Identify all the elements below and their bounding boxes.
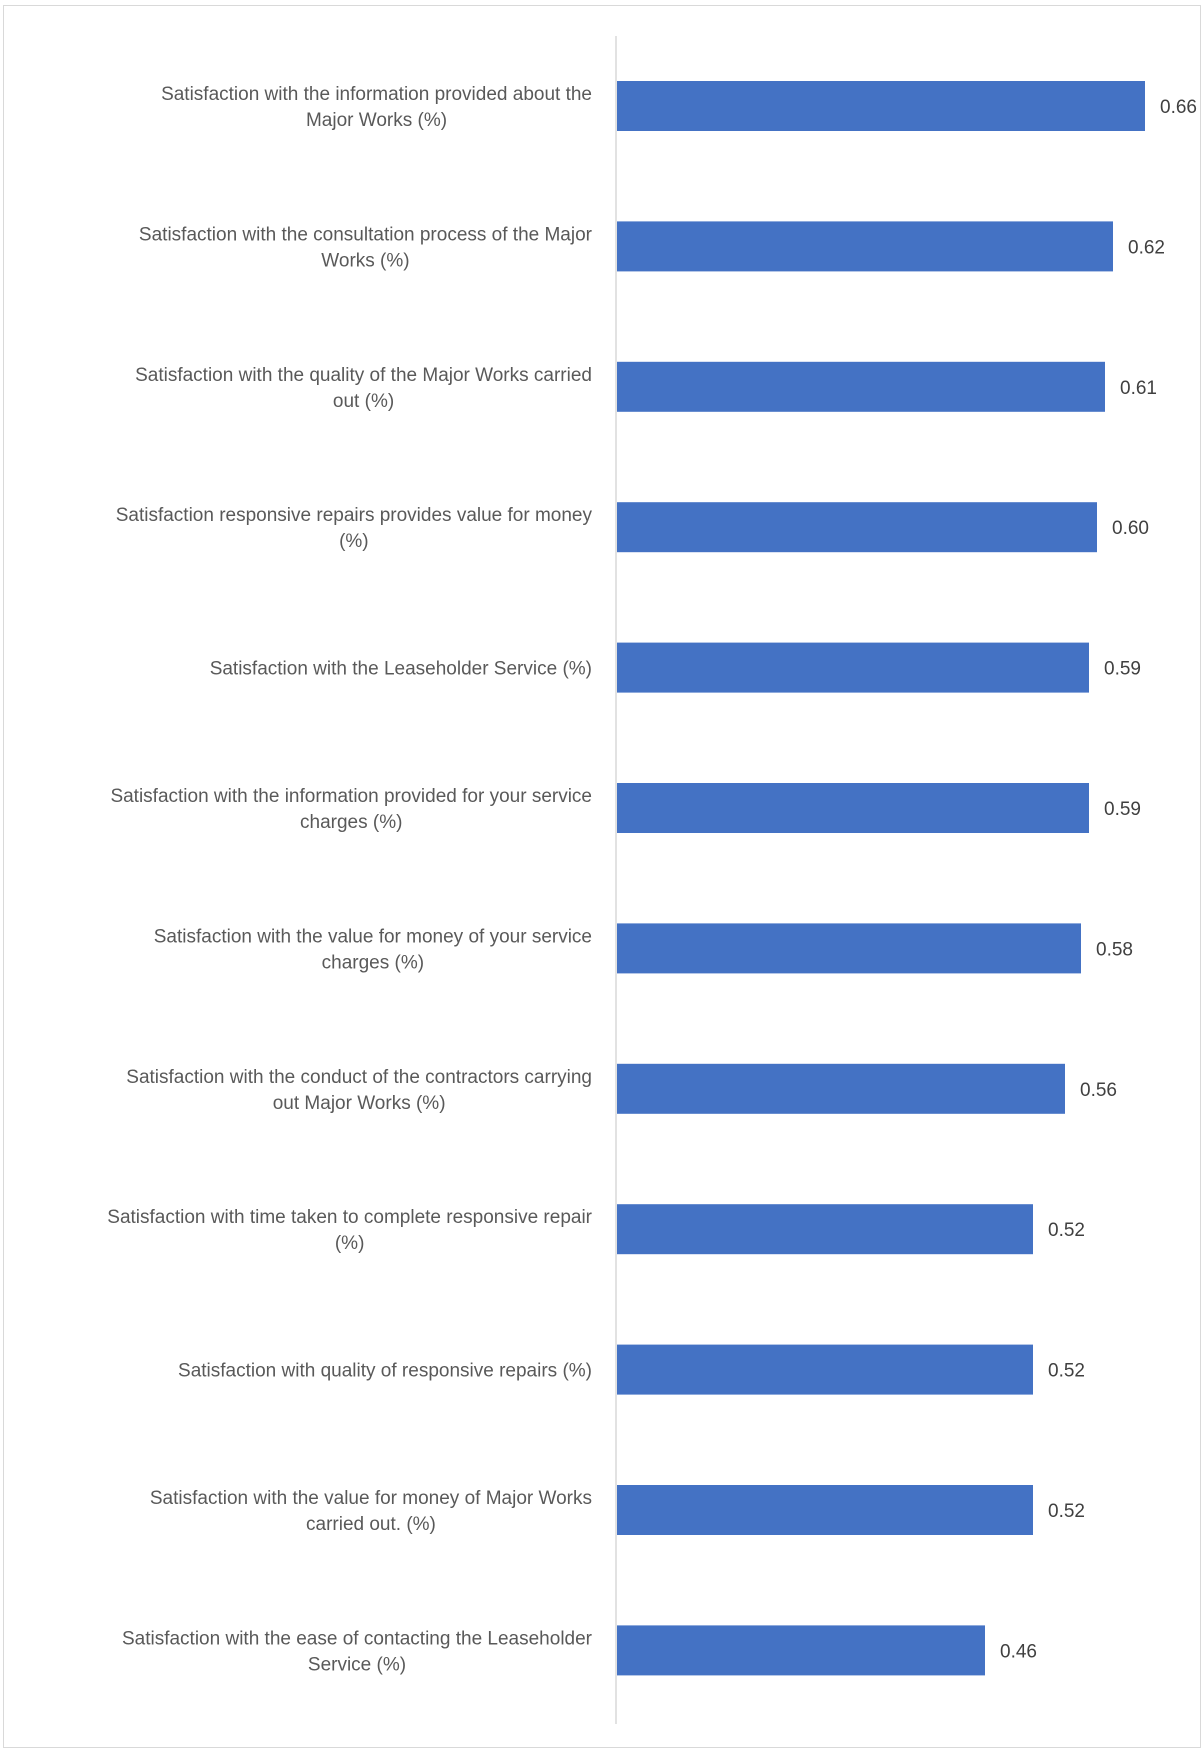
bars-group: 0.66 Satisfaction with the information pr… <box>107 81 1197 1676</box>
value-label-11: 0.52 <box>1048 1501 1085 1522</box>
category-label-2: Satisfaction with the consultation proce… <box>139 224 593 271</box>
bar-8 <box>617 1063 1065 1114</box>
category-label-4: Satisfaction responsive repairs provides… <box>116 505 593 552</box>
category-label-3: Satisfaction with the quality of the Maj… <box>135 365 592 412</box>
category-label-7: Satisfaction with the value for money of… <box>154 926 592 973</box>
category-label-12: Satisfaction with the ease of contacting… <box>122 1628 593 1675</box>
value-label-3: 0.61 <box>1120 378 1157 399</box>
chart-frame: 0.66 Satisfaction with the information pr… <box>3 5 1201 1748</box>
category-label-5: Satisfaction with the Leaseholder Servic… <box>210 659 592 680</box>
value-label-9: 0.52 <box>1048 1220 1085 1241</box>
category-label-9: Satisfaction with time taken to complete… <box>107 1207 592 1254</box>
value-label-2: 0.62 <box>1128 237 1165 258</box>
category-label-11: Satisfaction with the value for money of… <box>150 1488 592 1535</box>
value-label-12: 0.46 <box>1000 1641 1037 1662</box>
value-label-6: 0.59 <box>1104 799 1141 820</box>
category-label-10: Satisfaction with quality of responsive … <box>178 1361 592 1382</box>
value-label-8: 0.56 <box>1080 1080 1117 1101</box>
category-label-6: Satisfaction with the information provid… <box>110 786 592 833</box>
value-label-4: 0.60 <box>1112 518 1149 539</box>
value-label-1: 0.66 <box>1160 97 1197 118</box>
value-label-7: 0.58 <box>1096 939 1133 960</box>
category-label-1: Satisfaction with the information provid… <box>161 84 592 131</box>
bar-6 <box>617 783 1089 833</box>
value-label-10: 0.52 <box>1048 1361 1085 1382</box>
bar-9 <box>617 1204 1033 1255</box>
bar-10 <box>617 1344 1033 1395</box>
bar-12 <box>617 1625 985 1676</box>
bar-7 <box>617 923 1081 974</box>
bar-1 <box>617 81 1145 131</box>
category-label-8: Satisfaction with the conduct of the con… <box>126 1067 592 1114</box>
bar-chart: 0.66 Satisfaction with the information pr… <box>107 36 1197 1724</box>
bar-5 <box>617 642 1089 693</box>
bar-2 <box>617 221 1113 272</box>
bar-3 <box>617 361 1105 412</box>
value-label-5: 0.59 <box>1104 659 1141 680</box>
bar-11 <box>617 1485 1033 1535</box>
bar-4 <box>617 502 1097 553</box>
